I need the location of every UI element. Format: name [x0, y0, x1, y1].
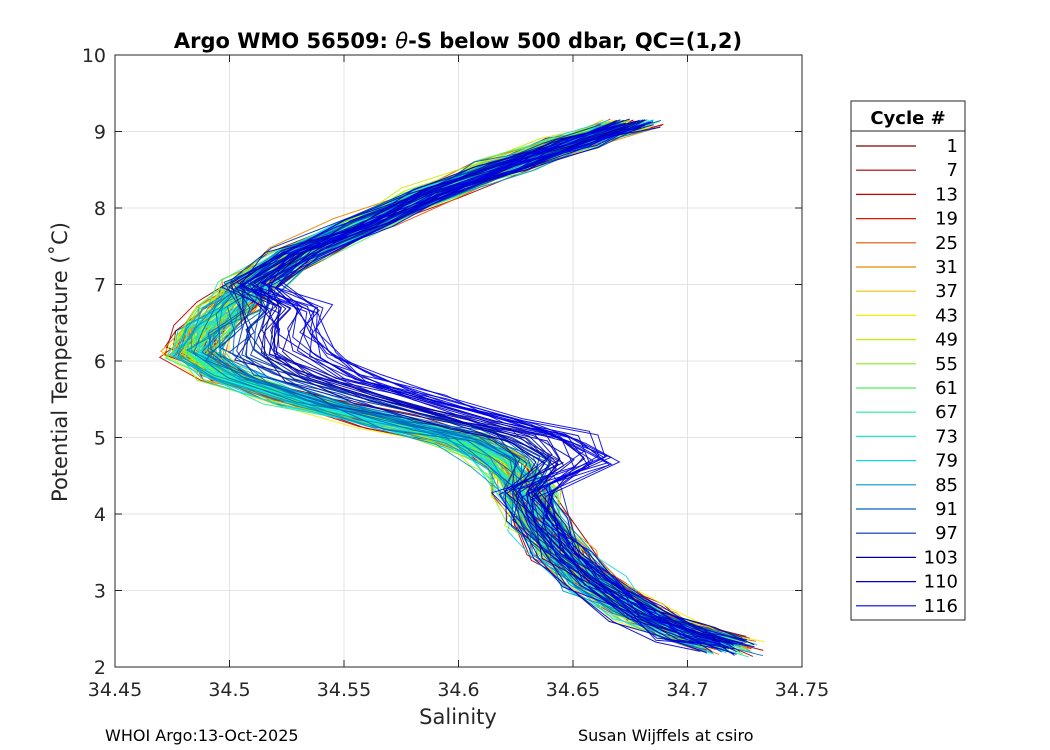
profile-curve-cycle-116 [238, 123, 720, 645]
profile-curve-cycle-43 [227, 126, 765, 643]
profile-curve-cycle-116 [261, 121, 729, 648]
y-tick-label: 2 [94, 657, 106, 679]
profile-curve-cycle-25 [205, 121, 751, 652]
profile-curve-cycle-91 [207, 127, 723, 643]
legend-label-cycle-85: 85 [935, 475, 958, 496]
y-tick-label: 10 [82, 45, 106, 67]
profile-curve-cycle-110 [274, 124, 735, 656]
chart-title-suffix: -S below 500 dbar, QC=(1,2) [408, 29, 742, 53]
legend-label-cycle-79: 79 [935, 451, 958, 472]
legend-label-cycle-97: 97 [935, 523, 958, 544]
legend-label-cycle-55: 55 [935, 354, 958, 375]
profile-curve-cycle-97 [253, 119, 735, 646]
chart-title-prefix: Argo WMO 56509: [174, 29, 395, 53]
profile-curve-cycle-79 [203, 120, 735, 649]
profile-curve-cycle-103 [275, 121, 738, 645]
profile-curve-cycle-37 [204, 120, 743, 642]
profile-curve-cycle-25 [224, 124, 756, 642]
legend-label-cycle-43: 43 [935, 305, 958, 326]
profile-curve-cycle-116 [267, 123, 737, 655]
legend-label-cycle-67: 67 [935, 402, 958, 423]
profile-curve-cycle-97 [242, 120, 722, 653]
x-tick-label: 34.7 [666, 679, 708, 701]
legend-label-cycle-7: 7 [947, 160, 958, 181]
legend-label-cycle-1: 1 [947, 136, 958, 157]
profile-curve-cycle-49 [204, 119, 729, 648]
y-tick-label: 4 [94, 504, 106, 526]
profile-curve-cycle-110 [227, 119, 699, 645]
profile-curve-cycle-97 [228, 123, 733, 647]
legend-label-cycle-110: 110 [924, 572, 958, 593]
y-tick-label: 7 [94, 275, 106, 297]
legend-label-cycle-13: 13 [935, 184, 958, 205]
legend-label-cycle-31: 31 [935, 257, 958, 278]
chart-title-theta: θ [395, 29, 408, 53]
profile-curve-cycle-116 [255, 121, 755, 648]
y-tick-label: 3 [94, 581, 106, 603]
profile-curve-cycle-116 [248, 124, 722, 650]
profile-curve-cycle-1 [209, 122, 723, 648]
x-tick-label: 34.6 [437, 679, 479, 701]
x-axis-label: Salinity [419, 705, 497, 729]
profile-curve-cycle-43 [188, 124, 730, 636]
legend-label-cycle-49: 49 [935, 330, 958, 351]
legend-entries: 1 7 13 19 25 31 37 43 49 55 61 67 73 79 85 91 97 103 110 11… [856, 136, 958, 617]
profile-curve-cycle-43 [210, 127, 740, 645]
x-tick-label: 34.45 [88, 679, 142, 701]
x-tick-label: 34.5 [208, 679, 250, 701]
profile-curve-cycle-103 [234, 124, 712, 646]
profile-curve-cycle-116 [220, 126, 721, 646]
profile-curves [158, 118, 765, 658]
chart-title: Argo WMO 56509: θ-S below 500 dbar, QC=(… [174, 29, 742, 53]
footer-credit-right: Susan Wijffels at csiro [578, 726, 754, 745]
profile-curve-cycle-116 [240, 121, 737, 653]
profile-curve-cycle-85 [190, 121, 723, 648]
x-tick-label: 34.55 [317, 679, 371, 701]
profile-curve-cycle-7 [195, 119, 731, 647]
y-tick-label: 8 [94, 198, 106, 220]
profile-curve-cycle-116 [250, 128, 734, 654]
axis-ticks: 34.45 34.5 34.55 34.6 34.65 34.7 34.75 2 3 4 5 6 7 8 9… [82, 45, 829, 701]
footer-credit-left: WHOI Argo:13-Oct-2025 [105, 726, 299, 745]
legend-label-cycle-19: 19 [935, 209, 958, 230]
profile-curve-cycle-103 [253, 122, 713, 653]
legend-label-cycle-25: 25 [935, 233, 958, 254]
y-tick-label: 9 [94, 122, 106, 144]
y-axis-label: Potential Temperature (˚C) [48, 222, 72, 502]
profile-curve-cycle-79 [201, 121, 730, 646]
profile-curve-cycle-97 [219, 124, 716, 638]
y-tick-label: 6 [94, 351, 106, 373]
legend-label-cycle-91: 91 [935, 499, 958, 520]
profile-curve-cycle-13 [206, 125, 728, 645]
legend: Cycle # 1 7 13 19 25 31 37 43 49 55 61 67 73 79 85 91 97… [850, 100, 966, 621]
profile-curve-cycle-103 [229, 127, 707, 653]
profile-curve-cycle-110 [239, 123, 701, 652]
grid-lines [115, 55, 802, 667]
y-tick-label: 5 [94, 428, 106, 450]
legend-label-cycle-37: 37 [935, 281, 958, 302]
legend-label-cycle-103: 103 [924, 547, 958, 568]
legend-label-cycle-116: 116 [924, 596, 958, 617]
legend-label-cycle-73: 73 [935, 426, 958, 447]
profile-curve-cycle-67 [214, 120, 753, 646]
x-tick-label: 34.65 [546, 679, 600, 701]
legend-label-cycle-61: 61 [935, 378, 958, 399]
legend-title: Cycle # [870, 108, 945, 129]
x-tick-label: 34.75 [775, 679, 829, 701]
